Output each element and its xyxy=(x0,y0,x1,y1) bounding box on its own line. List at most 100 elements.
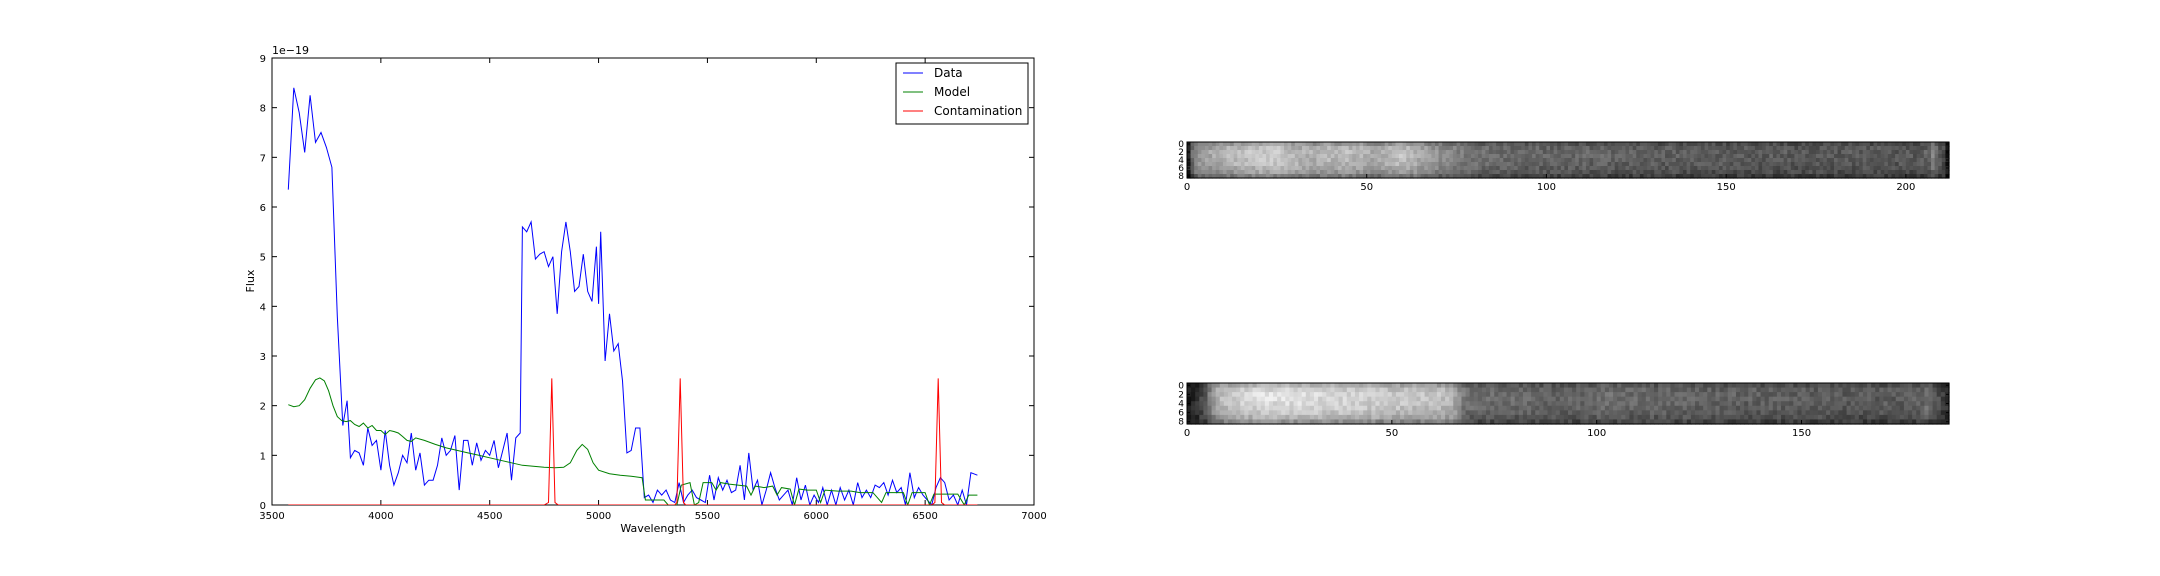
image-pixel xyxy=(1223,383,1229,389)
image-pixel xyxy=(1657,142,1663,147)
image-pixel xyxy=(1764,387,1770,393)
image-pixel xyxy=(1838,401,1844,407)
image-pixel xyxy=(1399,166,1404,171)
image-pixel xyxy=(1258,174,1264,179)
image-pixel xyxy=(1772,166,1778,171)
image-pixel xyxy=(1248,150,1253,155)
image-pixel xyxy=(1568,142,1573,147)
image-pixel xyxy=(1760,419,1766,425)
image-pixel xyxy=(1841,162,1846,167)
image-pixel xyxy=(1621,142,1627,147)
image-pixel xyxy=(1557,162,1562,167)
image-pixel xyxy=(1816,158,1821,163)
image-pixel xyxy=(1758,154,1763,159)
image-pixel xyxy=(1457,414,1463,421)
image-pixel xyxy=(1923,142,1929,147)
image-pixel xyxy=(1260,387,1266,393)
image-pixel xyxy=(1305,383,1311,389)
image-pixel xyxy=(1790,166,1796,171)
image-pixel xyxy=(1898,158,1903,163)
image-pixel xyxy=(1521,166,1526,171)
image-pixel xyxy=(1506,396,1512,402)
image-pixel xyxy=(1920,174,1925,179)
image-pixel xyxy=(1700,162,1706,167)
image-pixel xyxy=(1727,387,1733,393)
image-pixel xyxy=(1654,401,1659,407)
image-pixel xyxy=(1905,166,1911,171)
image-pixel xyxy=(1571,166,1576,171)
y-tick-label: 0 xyxy=(1178,140,1184,150)
image-pixel xyxy=(1204,162,1210,167)
image-pixel xyxy=(1643,158,1648,163)
image-pixel xyxy=(1568,146,1573,151)
image-pixel xyxy=(1432,405,1438,411)
image-pixel xyxy=(1527,410,1532,416)
image-pixel xyxy=(1798,146,1803,151)
image-pixel xyxy=(1740,383,1745,389)
image-pixel xyxy=(1297,419,1303,425)
image-pixel xyxy=(1291,158,1296,163)
image-pixel xyxy=(1233,174,1238,179)
image-pixel xyxy=(1744,405,1749,411)
image-pixel xyxy=(1273,414,1278,421)
image-pixel xyxy=(1862,419,1868,425)
image-pixel xyxy=(1384,174,1389,179)
image-pixel xyxy=(1690,396,1696,402)
image-pixel xyxy=(1326,401,1331,407)
image-pixel xyxy=(1679,150,1684,155)
image-pixel xyxy=(1678,392,1684,398)
image-pixel xyxy=(1420,410,1426,416)
image-pixel xyxy=(1572,387,1577,393)
image-pixel xyxy=(1445,170,1450,175)
image-pixel xyxy=(1629,142,1634,147)
image-pixel xyxy=(1571,158,1576,163)
image-pixel xyxy=(1760,401,1766,407)
image-pixel xyxy=(1902,174,1907,179)
image-pixel xyxy=(1266,154,1271,159)
image-pixel xyxy=(1395,396,1401,402)
image-pixel xyxy=(1909,150,1914,155)
image-pixel xyxy=(1649,410,1655,416)
image-pixel xyxy=(1207,405,1213,411)
image-pixel xyxy=(1375,401,1381,407)
image-pixel xyxy=(1711,158,1716,163)
image-pixel xyxy=(1670,414,1676,421)
image-pixel xyxy=(1371,419,1377,425)
image-pixel xyxy=(1424,158,1429,163)
image-pixel xyxy=(1342,405,1348,411)
image-pixel xyxy=(1928,405,1934,411)
image-pixel xyxy=(1273,142,1278,147)
image-pixel xyxy=(1879,414,1885,421)
image-pixel xyxy=(1550,150,1555,155)
image-pixel xyxy=(1543,396,1549,402)
image-pixel xyxy=(1647,174,1652,179)
image-pixel xyxy=(1580,419,1585,425)
image-pixel xyxy=(1441,387,1446,393)
image-pixel xyxy=(1346,387,1352,393)
image-pixel xyxy=(1765,142,1770,147)
image-pixel xyxy=(1359,158,1364,163)
image-pixel xyxy=(1916,146,1921,151)
image-pixel xyxy=(1219,419,1225,425)
image-pixel xyxy=(1326,410,1331,416)
image-pixel xyxy=(1772,142,1778,147)
image-pixel xyxy=(1611,170,1616,175)
image-pixel xyxy=(1823,174,1828,179)
image-pixel xyxy=(1240,166,1246,171)
image-pixel xyxy=(1812,170,1817,175)
image-pixel xyxy=(1485,158,1490,163)
image-pixel xyxy=(1373,166,1379,171)
y-tick-label: 7 xyxy=(260,153,266,164)
image-pixel xyxy=(1781,410,1786,416)
image-pixel xyxy=(1576,387,1581,393)
image-pixel xyxy=(1316,154,1321,159)
image-pixel xyxy=(1352,170,1357,175)
image-pixel xyxy=(1592,405,1598,411)
image-pixel xyxy=(1227,414,1233,421)
image-pixel xyxy=(1255,150,1260,155)
image-pixel xyxy=(1244,154,1249,159)
image-pixel xyxy=(1201,162,1206,167)
image-pixel xyxy=(1639,154,1645,159)
image-pixel xyxy=(1251,166,1256,171)
image-pixel xyxy=(1697,146,1702,151)
